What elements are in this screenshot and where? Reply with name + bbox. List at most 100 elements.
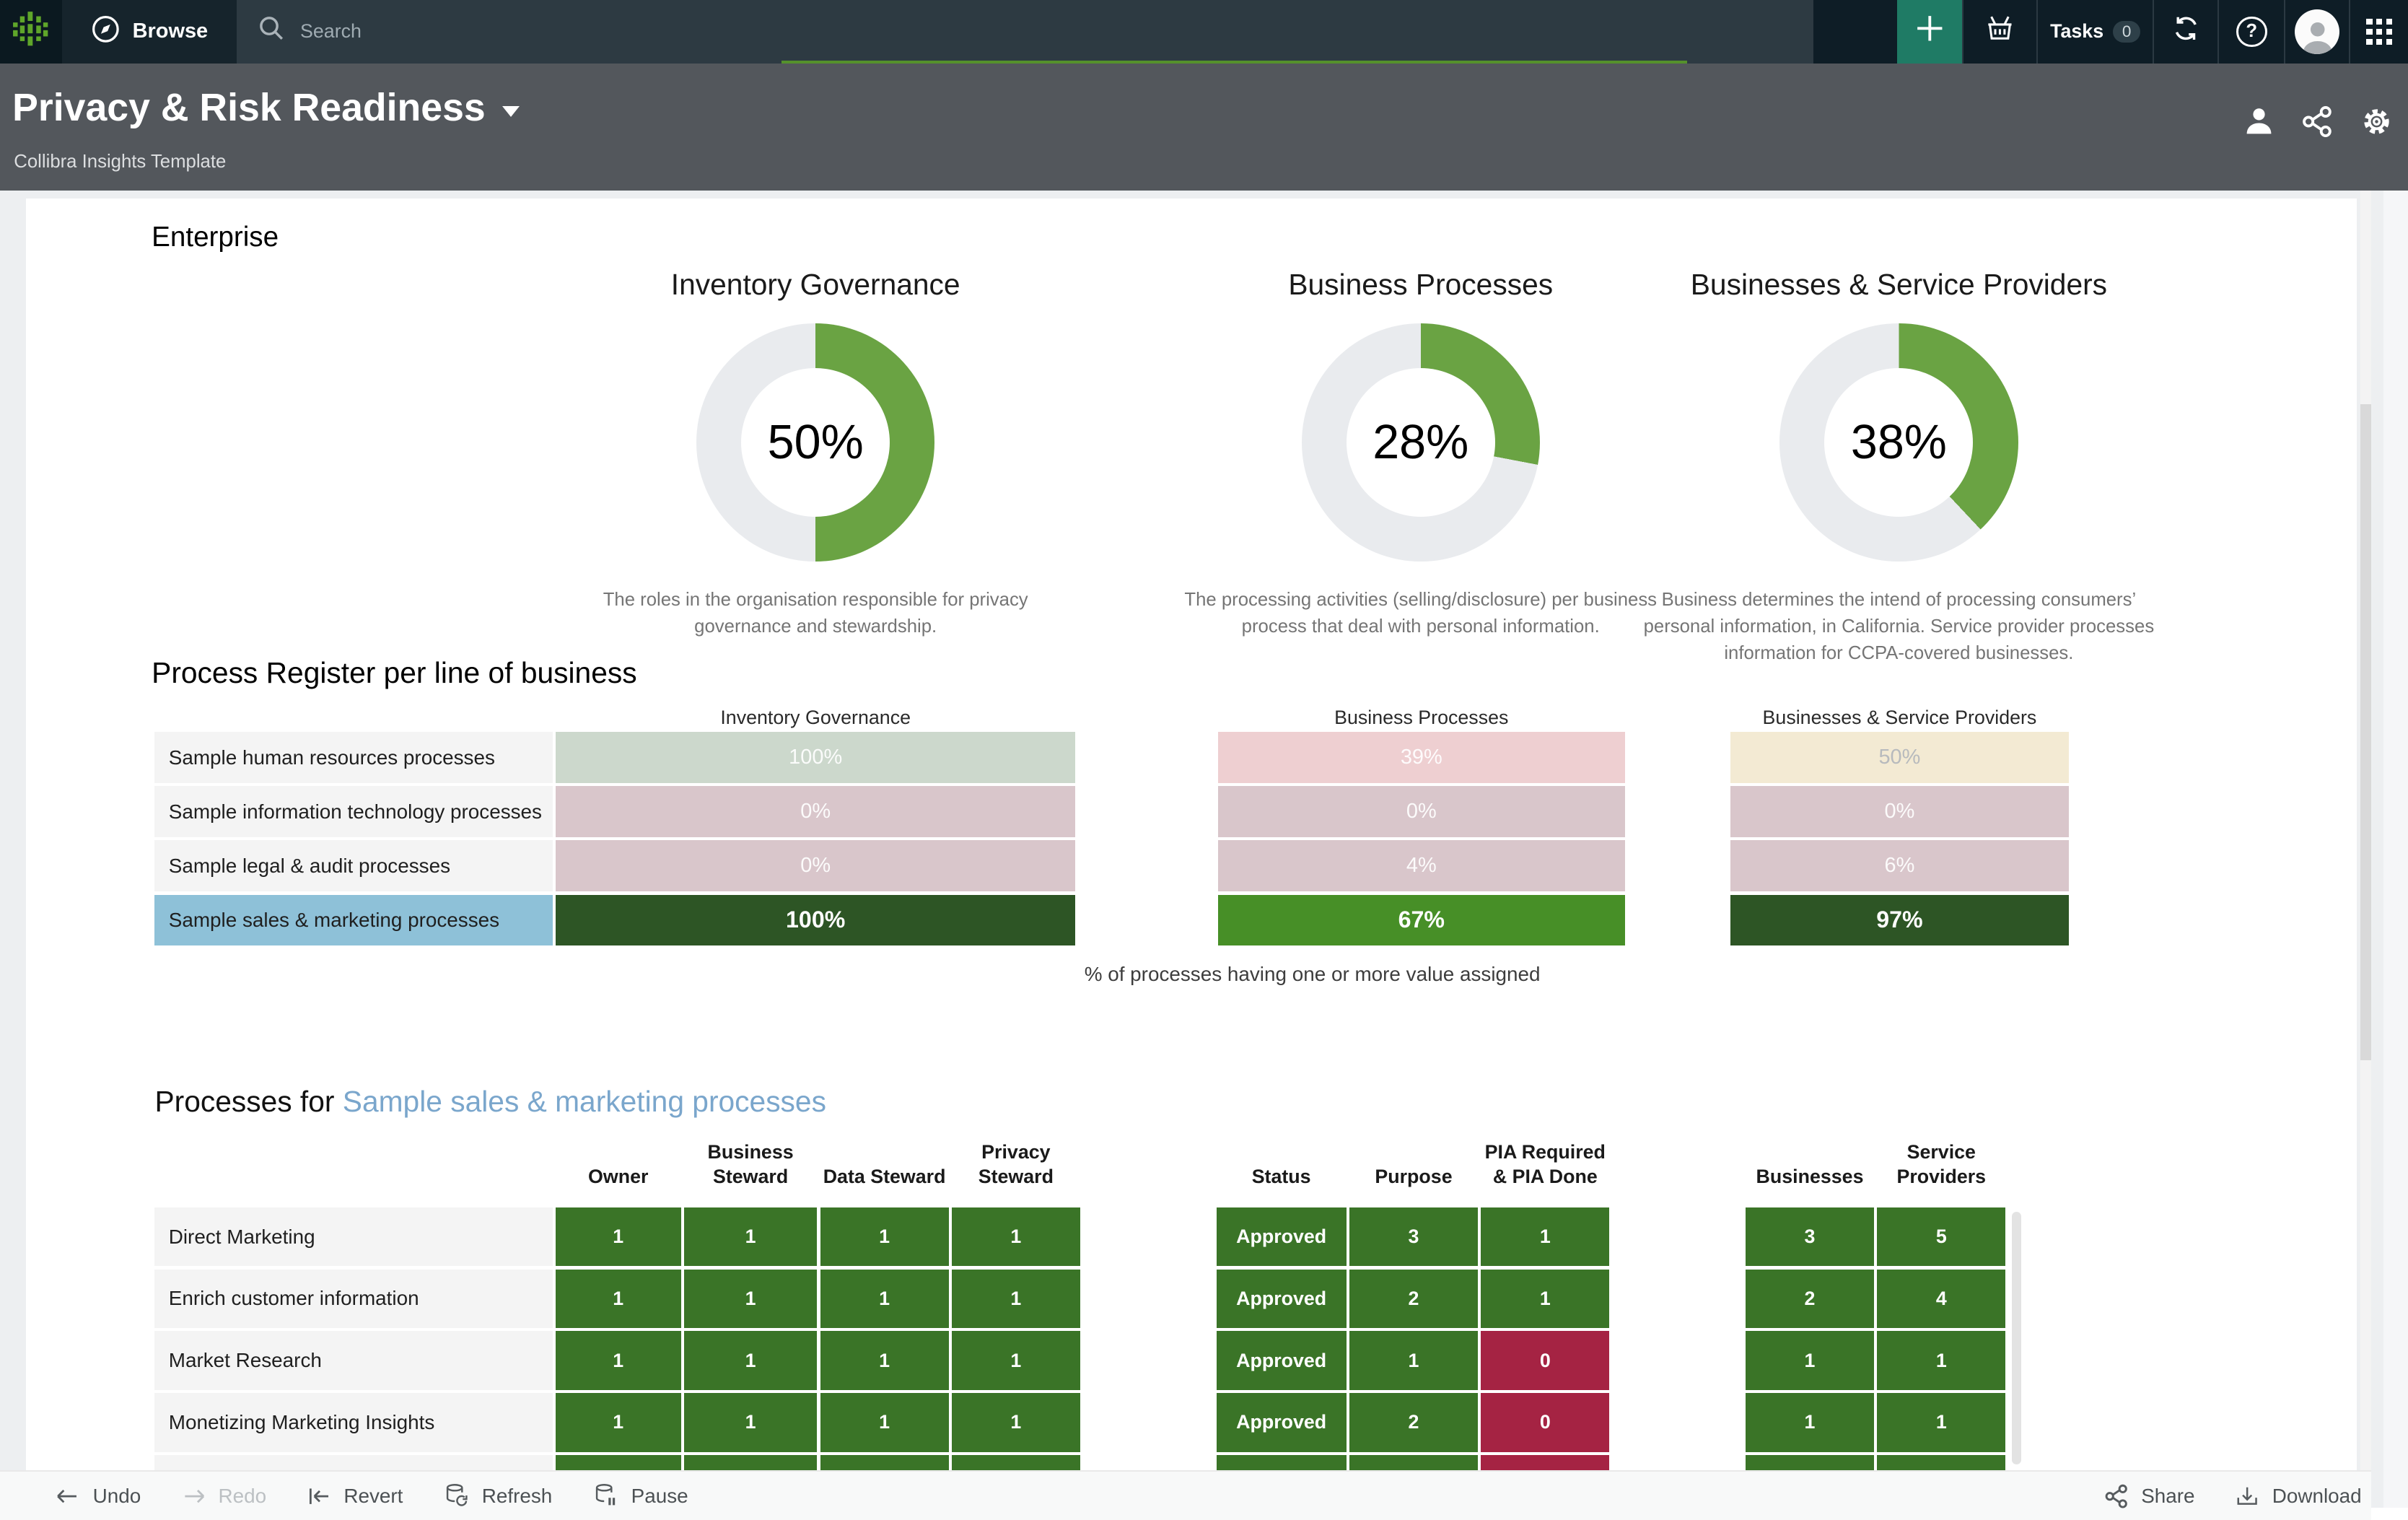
search-input[interactable] [300, 20, 919, 43]
apps-menu-button[interactable] [2349, 0, 2408, 64]
row-label[interactable]: Sample information technology processes [154, 786, 553, 838]
value-cell[interactable]: 6% [1730, 840, 2070, 892]
pia-cell[interactable]: 1 [1481, 1269, 1610, 1329]
page-scrollbar[interactable] [2360, 190, 2371, 1471]
businesses-cell[interactable]: 1 [1746, 1393, 1874, 1452]
value-cell[interactable]: 0% [1730, 786, 2070, 838]
privacy-steward-cell[interactable]: 1 [951, 1331, 1080, 1390]
app-logo[interactable] [0, 0, 62, 64]
sync-button[interactable] [2153, 0, 2218, 64]
compass-icon [91, 14, 121, 50]
privacy-steward-cell[interactable]: 1 [951, 1269, 1080, 1329]
business-steward-cell[interactable]: 1 [683, 1393, 818, 1452]
selected-lob-link[interactable]: Sample sales & marketing processes [342, 1085, 826, 1119]
value-cell[interactable]: 100% [555, 894, 1076, 946]
redo-button[interactable]: Redo [181, 1484, 266, 1508]
page-scrollbar-thumb[interactable] [2360, 403, 2371, 1061]
owner-cell[interactable]: 1 [555, 1331, 681, 1390]
value-cell[interactable]: 100% [555, 732, 1076, 784]
owner-cell[interactable] [555, 1454, 681, 1471]
status-cell[interactable]: Approved [1216, 1393, 1347, 1452]
help-button[interactable]: ? [2217, 0, 2285, 64]
status-cell[interactable]: Approved [1216, 1207, 1347, 1267]
donut-chart-business-processes[interactable]: 28% [1301, 323, 1540, 562]
purpose-cell[interactable]: 2 [1349, 1393, 1478, 1452]
businesses-cell[interactable]: 3 [1746, 1207, 1874, 1267]
download-button[interactable]: Download [2235, 1484, 2362, 1508]
table-scrollbar[interactable] [2011, 1212, 2021, 1464]
column-header: Business Steward [707, 1141, 794, 1187]
add-button[interactable] [1897, 0, 1963, 64]
purpose-cell[interactable] [1349, 1454, 1478, 1471]
status-cell[interactable]: Approved [1216, 1331, 1347, 1390]
value-cell[interactable]: 67% [1217, 894, 1625, 946]
business-steward-cell[interactable]: 1 [683, 1331, 818, 1390]
value-cell[interactable]: 39% [1217, 732, 1625, 784]
data-steward-cell[interactable]: 1 [820, 1393, 949, 1452]
data-steward-cell[interactable]: 1 [820, 1207, 949, 1267]
owner-cell[interactable]: 1 [555, 1207, 681, 1267]
business-steward-cell[interactable] [683, 1454, 818, 1471]
value-cell[interactable]: 0% [1217, 786, 1625, 838]
tasks-button[interactable]: Tasks 0 [2036, 0, 2153, 64]
share-button[interactable] [2301, 105, 2334, 138]
share-icon [2105, 1484, 2127, 1508]
purpose-cell[interactable]: 1 [1349, 1331, 1478, 1390]
pause-button[interactable]: Pause [592, 1482, 688, 1508]
refresh-button[interactable]: Refresh [443, 1482, 552, 1508]
pia-cell[interactable]: 1 [1481, 1207, 1610, 1267]
status-cell[interactable] [1216, 1454, 1347, 1471]
data-steward-cell[interactable] [820, 1454, 949, 1471]
privacy-steward-cell[interactable] [951, 1454, 1080, 1471]
purpose-cell[interactable]: 3 [1349, 1207, 1478, 1267]
value-cell[interactable]: 50% [1730, 732, 2070, 784]
pia-cell[interactable] [1481, 1454, 1610, 1471]
user-menu[interactable] [2284, 0, 2350, 64]
value-cell[interactable]: 0% [555, 786, 1076, 838]
service-providers-cell[interactable]: 1 [1877, 1393, 2006, 1452]
businesses-cell[interactable]: 2 [1746, 1269, 1874, 1329]
business-steward-cell[interactable]: 1 [683, 1269, 818, 1329]
settings-button[interactable] [2360, 105, 2393, 138]
process-name[interactable]: Market Research [154, 1331, 553, 1390]
process-name[interactable]: Enrich customer information [154, 1269, 553, 1329]
revert-button[interactable]: Revert [307, 1484, 403, 1508]
process-name[interactable]: Direct Marketing [154, 1207, 553, 1267]
donut-chart-inventory-governance[interactable]: 50% [696, 323, 935, 562]
service-providers-cell[interactable]: 5 [1877, 1207, 2006, 1267]
value-cell[interactable]: 0% [555, 840, 1076, 892]
revert-icon [309, 1488, 328, 1504]
status-cell[interactable]: Approved [1216, 1269, 1347, 1329]
owner-cell[interactable]: 1 [555, 1393, 681, 1452]
row-label[interactable]: Sample sales & marketing processes [154, 894, 553, 946]
privacy-steward-cell[interactable]: 1 [951, 1207, 1080, 1267]
marketplace-button[interactable] [1962, 0, 2037, 64]
service-providers-cell[interactable]: 4 [1877, 1269, 2006, 1329]
value-cell[interactable]: 4% [1217, 840, 1625, 892]
process-name[interactable]: Monetizing Marketing Insights [154, 1393, 553, 1452]
businesses-cell[interactable] [1746, 1454, 1874, 1471]
purpose-cell[interactable]: 2 [1349, 1269, 1478, 1329]
pia-cell[interactable]: 0 [1481, 1331, 1610, 1390]
owner-cell[interactable]: 1 [555, 1269, 681, 1329]
browse-button[interactable]: Browse [61, 0, 237, 64]
businesses-cell[interactable]: 1 [1746, 1331, 1874, 1390]
service-providers-cell[interactable] [1877, 1454, 2006, 1471]
process-name[interactable] [154, 1454, 553, 1471]
undo-button[interactable]: Undo [56, 1484, 141, 1508]
data-steward-cell[interactable]: 1 [820, 1331, 949, 1390]
row-label[interactable]: Sample legal & audit processes [154, 840, 553, 892]
pia-cell[interactable]: 0 [1481, 1393, 1610, 1452]
privacy-steward-cell[interactable]: 1 [951, 1393, 1080, 1452]
profile-button[interactable] [2243, 105, 2275, 138]
share-button-footer[interactable]: Share [2104, 1484, 2195, 1508]
service-providers-cell[interactable]: 1 [1877, 1331, 2006, 1390]
donut-caption: The processing activities (selling/discl… [1184, 589, 1658, 637]
search-bar[interactable] [237, 0, 1814, 64]
business-steward-cell[interactable]: 1 [683, 1207, 818, 1267]
app-title-menu[interactable]: Privacy & Risk Readiness [12, 85, 520, 130]
row-label[interactable]: Sample human resources processes [154, 732, 553, 784]
donut-chart-businesses-service-providers[interactable]: 38% [1779, 323, 2018, 562]
value-cell[interactable]: 97% [1730, 894, 2070, 946]
data-steward-cell[interactable]: 1 [820, 1269, 949, 1329]
